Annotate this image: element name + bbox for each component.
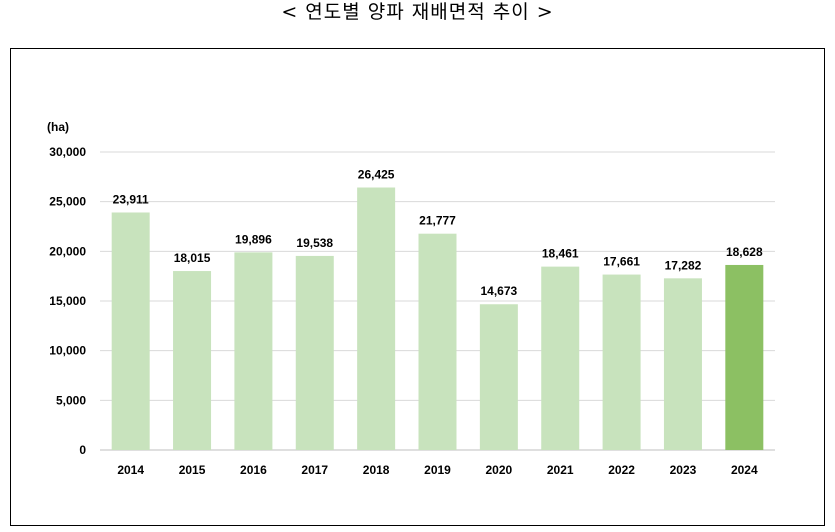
data-label-2022: 17,661 <box>603 255 640 269</box>
bar-2019 <box>418 233 457 450</box>
data-label-2023: 17,282 <box>665 258 702 272</box>
x-tick-label-2020: 2020 <box>486 463 513 477</box>
data-label-2016: 19,896 <box>235 232 272 246</box>
x-tick-label-2019: 2019 <box>424 463 451 477</box>
chart-frame <box>10 48 825 526</box>
data-label-2015: 18,015 <box>174 251 211 265</box>
x-tick-label-2016: 2016 <box>240 463 267 477</box>
data-label-2017: 19,538 <box>296 236 333 250</box>
x-axis: 2014 2015 2016 2017 2018 2019 2020 2021 2022 2023… <box>117 463 758 477</box>
x-tick-label-2024: 2024 <box>731 463 758 477</box>
bar-2022 <box>602 274 641 450</box>
x-tick-label-2018: 2018 <box>363 463 390 477</box>
bars <box>111 187 764 451</box>
y-axis-unit-label: (ha) <box>47 120 69 134</box>
y-tick-label: 30,000 <box>49 145 86 159</box>
bar-2020 <box>479 304 518 450</box>
bar-2023 <box>663 278 702 450</box>
data-label-2018: 26,425 <box>358 168 395 182</box>
bar-2015 <box>173 271 212 450</box>
y-tick-label: 15,000 <box>49 294 86 308</box>
x-tick-label-2023: 2023 <box>670 463 697 477</box>
bar-2021 <box>541 266 580 450</box>
bar-2018 <box>357 187 396 451</box>
bar-2014 <box>111 212 150 450</box>
y-tick-label: 5,000 <box>56 393 86 407</box>
y-axis: 0 5,000 10,000 15,000 20,000 25,000 30,000 <box>49 145 86 457</box>
data-label-2021: 18,461 <box>542 247 579 261</box>
x-tick-label-2022: 2022 <box>608 463 635 477</box>
bar-2017 <box>295 255 334 450</box>
y-tick-label: 10,000 <box>49 344 86 358</box>
y-tick-label: 20,000 <box>49 244 86 258</box>
data-labels: 23,911 18,015 19,896 19,538 26,425 21,777 14,6… <box>113 168 763 299</box>
bar-2024 <box>725 264 764 450</box>
page-title: < 연도별 양파 재배면적 추이 > <box>281 1 554 23</box>
y-tick-label: 25,000 <box>49 195 86 209</box>
bar-2016 <box>234 252 273 450</box>
data-label-2019: 21,777 <box>419 214 456 228</box>
x-tick-label-2014: 2014 <box>117 463 144 477</box>
data-label-2024: 18,628 <box>726 245 763 259</box>
data-label-2014: 23,911 <box>113 192 149 206</box>
x-tick-label-2021: 2021 <box>547 463 574 477</box>
x-tick-label-2017: 2017 <box>301 463 328 477</box>
data-label-2020: 14,673 <box>481 284 518 298</box>
y-tick-label: 0 <box>79 443 86 457</box>
x-tick-label-2015: 2015 <box>179 463 206 477</box>
